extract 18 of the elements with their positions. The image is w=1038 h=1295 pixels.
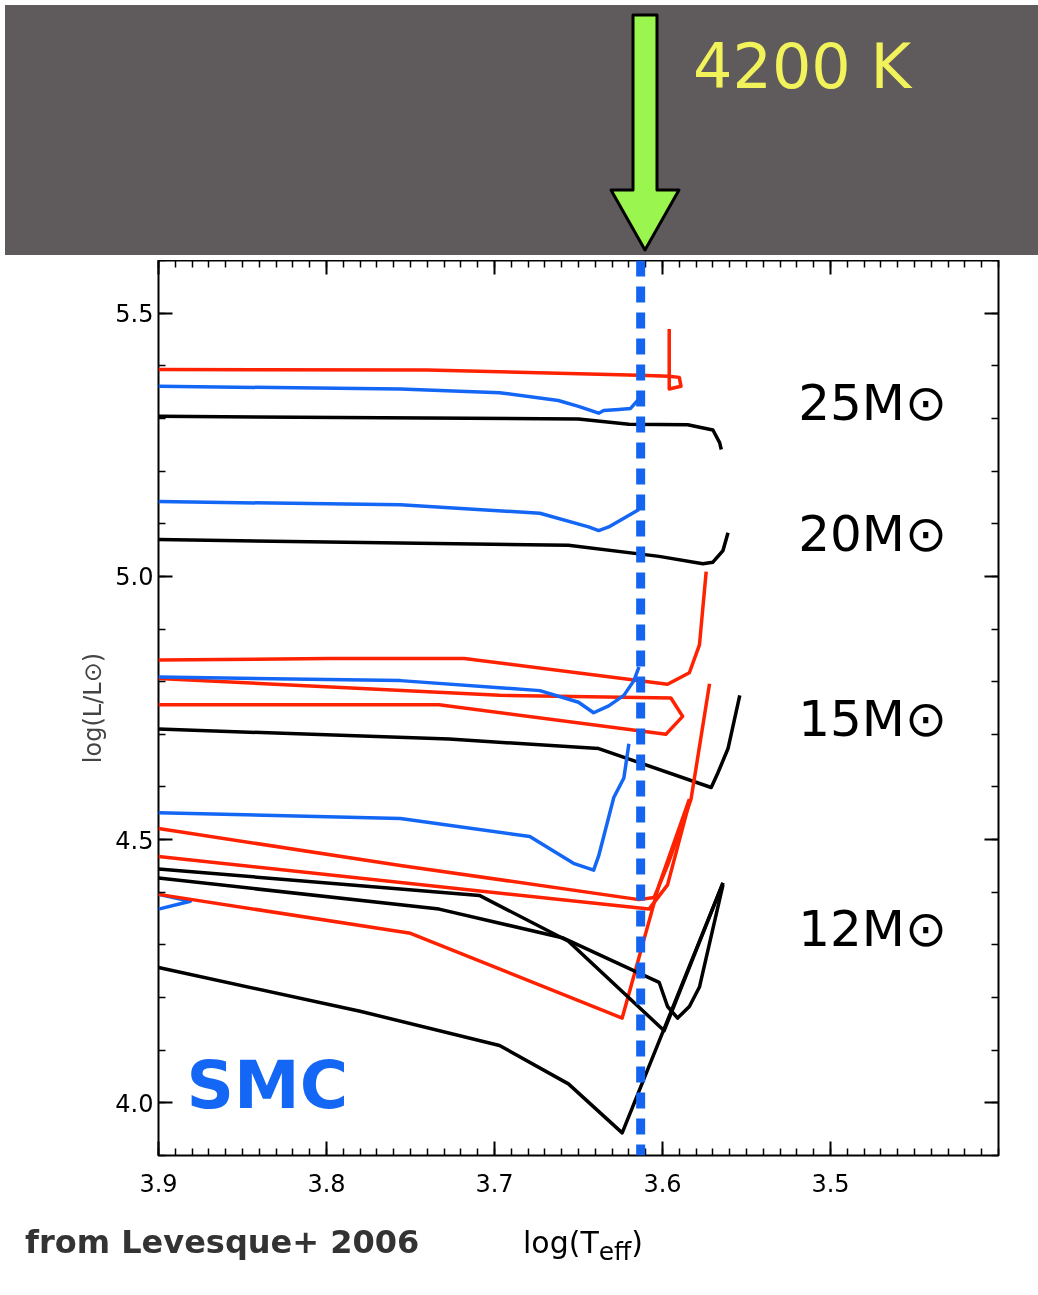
x-axis-title: log(T$_{eff}$) [522,1224,644,1268]
text: from Levesque+ 2006 [25,1222,420,1263]
y-tick-label: 5.0 [115,563,154,592]
annotation: 12M⊙ [798,900,947,959]
y-tick-label: 4.5 [115,826,154,855]
x-tick-label: 3.9 [139,1169,178,1198]
x-tick-label: 3.7 [475,1169,514,1198]
x-tick-label: 3.5 [811,1169,850,1198]
annotation: 20M⊙ [798,505,947,564]
text: 4200 K [693,29,912,105]
y-tick-label: 4.0 [115,1089,154,1118]
y-tick-label: 5.5 [115,300,154,329]
x-tick-label: 3.6 [643,1169,682,1198]
annotation: 15M⊙ [798,689,947,748]
y-axis-title: log(L/L⊙) [79,652,108,764]
annotation: 25M⊙ [798,373,947,432]
annotation: SMC [186,1047,349,1125]
x-tick-label: 3.8 [307,1169,346,1198]
